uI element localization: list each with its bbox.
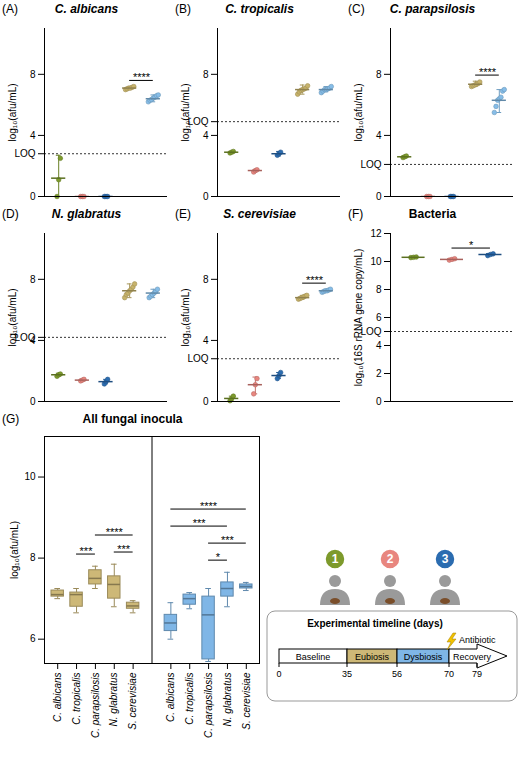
html-text:(D): (D) [2, 207, 19, 221]
svg-text:***: *** [80, 545, 94, 557]
svg-text:Recovery: Recovery [453, 652, 492, 662]
svg-text:6: 6 [30, 633, 36, 644]
svg-text:0: 0 [376, 396, 382, 407]
svg-text:*: * [216, 551, 221, 563]
html-text:C. tropicalis: C. tropicalis [225, 2, 294, 16]
svg-text:C. parapsilosis: C. parapsilosis [203, 673, 214, 739]
svg-text:log₁₀(afu/mL): log₁₀(afu/mL) [9, 521, 20, 579]
svg-text:log₁₀(afu/mL): log₁₀(afu/mL) [353, 83, 364, 141]
svg-text:LOQ: LOQ [14, 148, 35, 159]
svg-text:4: 4 [376, 340, 382, 351]
html-text:Bacteria: Bacteria [408, 207, 457, 221]
svg-text:C. parapsilosis: C. parapsilosis [90, 673, 101, 739]
svg-text:C. albicans: C. albicans [52, 673, 63, 722]
svg-text:****: **** [306, 274, 324, 286]
svg-text:*: * [469, 239, 474, 251]
svg-text:1: 1 [332, 552, 339, 566]
svg-text:4: 4 [203, 335, 209, 346]
svg-text:C. tropicalis: C. tropicalis [71, 673, 82, 725]
svg-text:3: 3 [442, 552, 449, 566]
svg-text:***: *** [193, 517, 207, 529]
html-text:(G): (G) [2, 412, 20, 426]
svg-text:4: 4 [203, 130, 209, 141]
svg-text:S. cerevisiae: S. cerevisiae [240, 672, 251, 730]
svg-text:log₁₀(afu/mL): log₁₀(afu/mL) [180, 83, 191, 141]
svg-text:****: **** [200, 500, 218, 512]
svg-text:log₁₀(afu/mL): log₁₀(afu/mL) [7, 83, 18, 141]
svg-text:N. glabratus: N. glabratus [108, 673, 119, 727]
svg-text:log₁₀(afu/mL): log₁₀(afu/mL) [7, 288, 18, 346]
svg-text:4: 4 [30, 130, 36, 141]
svg-text:56: 56 [392, 669, 402, 679]
svg-text:0: 0 [30, 396, 36, 407]
svg-text:2: 2 [387, 552, 394, 566]
svg-text:0: 0 [203, 396, 209, 407]
html-text:(B): (B) [175, 2, 191, 16]
svg-text:8: 8 [203, 274, 209, 285]
svg-text:0: 0 [376, 191, 382, 202]
svg-text:8: 8 [376, 284, 382, 295]
svg-text:10: 10 [24, 471, 36, 482]
svg-text:Experimental timeline (days): Experimental timeline (days) [307, 618, 443, 629]
html-text:(F): (F) [348, 207, 364, 221]
html-text:S. cerevisiae: S. cerevisiae [223, 207, 296, 221]
svg-text:****: **** [106, 526, 124, 538]
svg-text:N. glabratus: N. glabratus [222, 673, 233, 727]
svg-text:LOQ: LOQ [187, 353, 208, 364]
svg-text:Eubiosis: Eubiosis [355, 652, 390, 662]
svg-text:0: 0 [203, 191, 209, 202]
svg-text:6: 6 [376, 312, 382, 323]
svg-text:LOQ: LOQ [187, 115, 209, 127]
svg-text:C. albicans: C. albicans [165, 673, 176, 722]
svg-text:C. tropicalis: C. tropicalis [184, 673, 195, 725]
svg-text:4: 4 [376, 130, 382, 141]
svg-text:8: 8 [376, 69, 382, 80]
html-text:C. albicans: C. albicans [54, 2, 119, 16]
svg-text:LOQ: LOQ [360, 325, 382, 337]
svg-text:8: 8 [30, 69, 36, 80]
svg-text:8: 8 [30, 274, 36, 285]
svg-text:Antibiotic: Antibiotic [459, 635, 496, 645]
svg-text:****: **** [133, 71, 151, 83]
svg-text:70: 70 [444, 669, 454, 679]
html-text:All fungal inocula: All fungal inocula [82, 412, 183, 426]
html-text:(C): (C) [348, 2, 365, 16]
svg-text:8: 8 [30, 552, 36, 563]
svg-text:8: 8 [203, 69, 209, 80]
svg-text:79: 79 [472, 669, 482, 679]
svg-text:2: 2 [376, 368, 382, 379]
svg-text:log₁₀(afu/mL): log₁₀(afu/mL) [180, 288, 191, 346]
svg-text:10: 10 [370, 256, 382, 267]
svg-text:35: 35 [342, 669, 352, 679]
html-text:N. glabratus: N. glabratus [51, 207, 122, 221]
html-text:C. parapsilosis: C. parapsilosis [389, 2, 476, 16]
svg-text:****: **** [479, 66, 497, 78]
svg-text:12: 12 [370, 228, 382, 239]
svg-text:LOQ: LOQ [14, 331, 36, 343]
svg-text:S. cerevisiae: S. cerevisiae [127, 672, 138, 730]
svg-text:***: *** [117, 543, 131, 555]
html-text:(A): (A) [2, 2, 18, 16]
svg-text:Baseline: Baseline [296, 652, 331, 662]
svg-text:LOQ: LOQ [360, 159, 381, 170]
svg-text:Dysbiosis: Dysbiosis [404, 652, 443, 662]
svg-text:log₁₀(16S rRNA gene copy/mL): log₁₀(16S rRNA gene copy/mL) [353, 249, 364, 387]
svg-text:0: 0 [276, 669, 281, 679]
svg-text:***: *** [221, 534, 235, 546]
svg-text:0: 0 [30, 191, 36, 202]
html-text:(E): (E) [175, 207, 191, 221]
